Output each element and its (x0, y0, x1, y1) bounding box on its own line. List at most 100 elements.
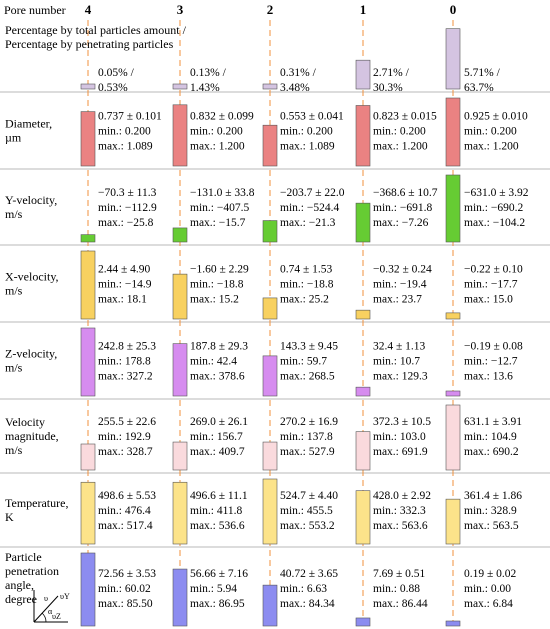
value-percentage-pore-4: 0.53% (98, 82, 128, 94)
value-velocity-magnitude-pore-4: 255.5 ± 22.6 (98, 416, 156, 428)
value-temperature-pore-4: min.: 476.4 (98, 505, 151, 517)
value-x-velocity-pore-3: max.: 15.2 (190, 294, 239, 306)
bar-percentage-pore-3 (172, 83, 188, 90)
value-diameter-pore-0: 0.925 ± 0.010 (464, 111, 528, 123)
bar-percentage-pore-1 (355, 59, 371, 90)
row-grid-lines (0, 91, 550, 548)
value-temperature-pore-0: min.: 328.9 (464, 505, 517, 517)
value-z-velocity-pore-1: 32.4 ± 1.13 (373, 341, 426, 353)
value-y-velocity-pore-1: −368.6 ± 10.7 (373, 187, 438, 199)
value-temperature-pore-1: 428.0 ± 2.92 (373, 490, 431, 502)
value-z-velocity-pore-2: 143.3 ± 9.45 (280, 341, 338, 353)
bar-penetration-angle-pore-3 (172, 568, 188, 627)
value-y-velocity-pore-2: min.: −524.4 (280, 202, 339, 214)
bar-x-velocity-pore-0 (445, 312, 461, 320)
row-label: Temperature, (5, 496, 68, 510)
bar-penetration-angle-pore-0 (445, 620, 461, 627)
value-diameter-pore-2: max.: 1.089 (280, 141, 335, 153)
value-penetration-angle-pore-0: max.: 6.84 (464, 598, 513, 610)
bar-x-velocity-pore-1 (355, 309, 371, 320)
value-x-velocity-pore-4: 2.44 ± 4.90 (98, 264, 151, 276)
value-diameter-pore-0: max.: 1.200 (464, 141, 519, 153)
value-percentage-pore-2: 0.31% / (280, 67, 317, 79)
row-diameter: Diameter,µm 0.737 ± 0.101 min.: 0.200 max.:… (5, 97, 528, 167)
value-penetration-angle-pore-3: 56.66 ± 7.16 (190, 568, 248, 580)
value-z-velocity-pore-1: min.: 10.7 (373, 356, 420, 368)
row-label: magnitude, (5, 429, 59, 443)
row-temperature: Temperature,K 498.6 ± 5.53 min.: 476.4 max.… (5, 478, 522, 545)
value-y-velocity-pore-3: max.: −15.7 (190, 217, 246, 229)
value-y-velocity-pore-2: −203.7 ± 22.0 (280, 187, 345, 199)
value-temperature-pore-3: max.: 536.6 (190, 520, 245, 532)
bar-diameter-pore-4 (80, 111, 96, 167)
value-diameter-pore-2: 0.553 ± 0.041 (280, 111, 344, 123)
row-percentage: Percentage by total particles amount /Pe… (5, 23, 501, 94)
row-label: m/s (5, 361, 23, 375)
value-temperature-pore-2: 524.7 ± 4.40 (280, 490, 338, 502)
value-penetration-angle-pore-2: 40.72 ± 3.65 (280, 568, 338, 580)
velocity-z-symbol: υZ (52, 612, 61, 621)
row-label: penetration (5, 564, 59, 578)
bar-z-velocity-pore-3 (172, 343, 188, 397)
bar-y-velocity-pore-2 (262, 220, 278, 243)
value-velocity-magnitude-pore-4: min.: 192.9 (98, 431, 151, 443)
value-diameter-pore-1: 0.823 ± 0.015 (373, 111, 437, 123)
bar-velocity-magnitude-pore-0 (445, 404, 461, 471)
value-diameter-pore-0: min.: 0.200 (464, 126, 517, 138)
bar-y-velocity-pore-0 (445, 174, 461, 243)
row-label: K (5, 510, 14, 524)
velocity-angle-icon: υ υY υZ α (33, 590, 70, 623)
value-x-velocity-pore-1: −0.32 ± 0.24 (373, 264, 432, 276)
value-z-velocity-pore-0: min.: −12.7 (464, 356, 518, 368)
value-velocity-magnitude-pore-1: 372.3 ± 10.5 (373, 416, 431, 428)
value-y-velocity-pore-4: max.: −25.8 (98, 217, 154, 229)
row-label: angle, (5, 578, 34, 592)
value-velocity-magnitude-pore-2: max.: 527.9 (280, 446, 335, 458)
pore-number-2: 2 (267, 2, 274, 17)
bar-y-velocity-pore-3 (172, 227, 188, 243)
bar-z-velocity-pore-0 (445, 390, 461, 397)
bar-y-velocity-pore-1 (355, 202, 371, 243)
value-x-velocity-pore-3: −1.60 ± 2.29 (190, 264, 249, 276)
value-z-velocity-pore-4: min.: 178.8 (98, 356, 151, 368)
value-y-velocity-pore-0: min.: −690.2 (464, 202, 523, 214)
row-label: degree (5, 592, 37, 606)
bar-percentage-pore-4 (80, 83, 96, 90)
bar-percentage-pore-0 (445, 28, 461, 90)
bar-temperature-pore-1 (355, 490, 371, 545)
bar-diameter-pore-3 (172, 104, 188, 167)
value-temperature-pore-4: 498.6 ± 5.53 (98, 490, 156, 502)
velocity-y-symbol: υY (60, 592, 70, 601)
value-velocity-magnitude-pore-2: min.: 137.8 (280, 431, 333, 443)
value-temperature-pore-3: 496.6 ± 11.1 (190, 490, 248, 502)
value-diameter-pore-4: min.: 0.200 (98, 126, 151, 138)
row-label: Z-velocity, (5, 347, 57, 361)
value-temperature-pore-1: max.: 563.6 (373, 520, 428, 532)
value-y-velocity-pore-4: −70.3 ± 11.3 (98, 187, 157, 199)
value-percentage-pore-1: 30.3% (373, 82, 403, 94)
row-y-velocity: Y-velocity,m/s −70.3 ± 11.3 min.: −112.9 ma… (5, 174, 529, 243)
value-z-velocity-pore-4: max.: 327.2 (98, 371, 153, 383)
pore-number-label: Pore number (4, 3, 66, 17)
value-penetration-angle-pore-0: min.: 0.00 (464, 583, 511, 595)
row-label: Y-velocity, (5, 193, 57, 207)
value-percentage-pore-3: 0.13% / (190, 67, 227, 79)
value-y-velocity-pore-3: min.: −407.5 (190, 202, 249, 214)
value-velocity-magnitude-pore-1: max.: 691.9 (373, 446, 428, 458)
row-label: m/s (5, 284, 23, 298)
value-velocity-magnitude-pore-0: max.: 690.2 (464, 446, 519, 458)
value-temperature-pore-4: max.: 517.4 (98, 520, 153, 532)
value-x-velocity-pore-4: max.: 18.1 (98, 294, 147, 306)
row-label: Percentage by total particles amount / (5, 23, 187, 37)
value-temperature-pore-0: max.: 563.5 (464, 520, 519, 532)
value-x-velocity-pore-4: min.: −14.9 (98, 279, 152, 291)
bar-velocity-magnitude-pore-4 (80, 443, 96, 471)
value-penetration-angle-pore-4: 72.56 ± 3.53 (98, 568, 156, 580)
value-velocity-magnitude-pore-4: max.: 328.7 (98, 446, 153, 458)
value-velocity-magnitude-pore-3: max.: 409.7 (190, 446, 245, 458)
value-penetration-angle-pore-4: min.: 60.02 (98, 583, 151, 595)
value-diameter-pore-2: min.: 0.200 (280, 126, 333, 138)
bar-diameter-pore-1 (355, 105, 371, 167)
